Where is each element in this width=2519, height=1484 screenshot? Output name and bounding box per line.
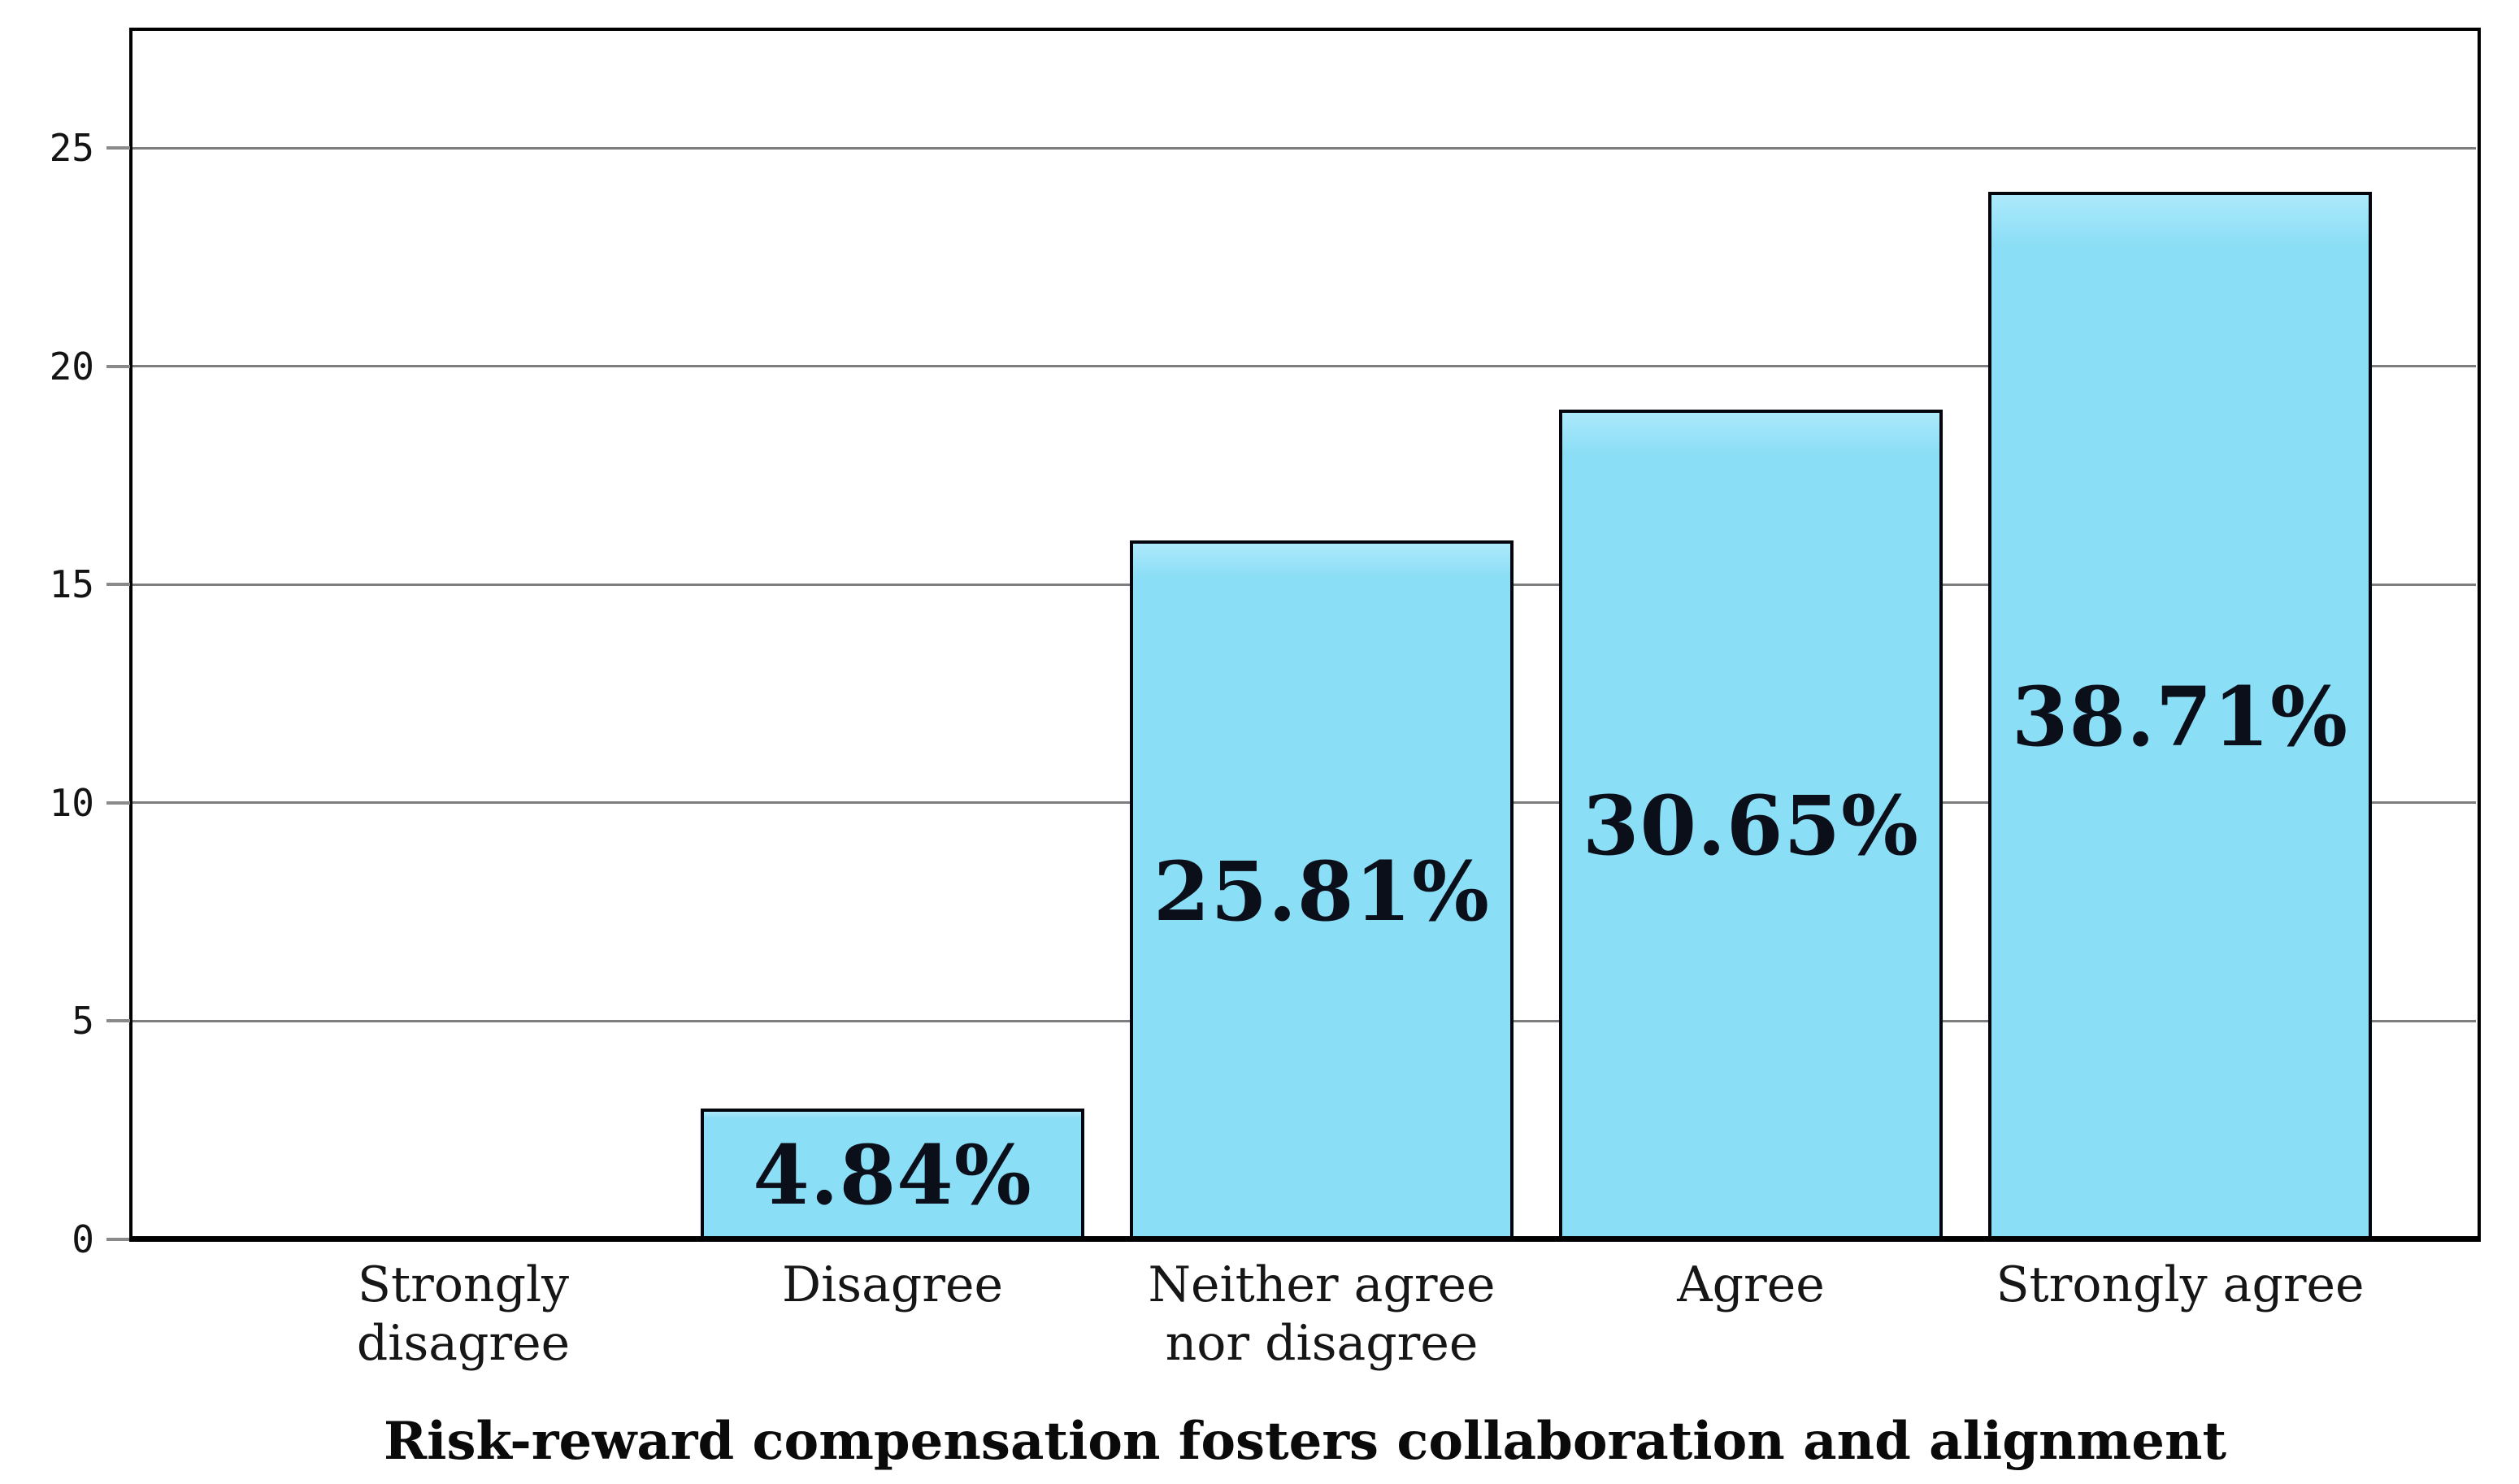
bar: 38.71% bbox=[1988, 192, 2372, 1242]
gridline bbox=[132, 146, 2476, 150]
x-tick-label: Disagree bbox=[782, 1256, 1003, 1313]
y-tick-label: 25 bbox=[49, 126, 94, 170]
bar-value-label: 30.65% bbox=[1582, 778, 1920, 874]
x-axis-line bbox=[129, 1236, 2481, 1242]
y-tick-label: 15 bbox=[49, 562, 94, 607]
y-tick-mark bbox=[106, 1238, 130, 1241]
y-tick-label: 0 bbox=[72, 1217, 94, 1261]
gridline bbox=[132, 365, 2476, 368]
plot-area bbox=[129, 28, 2481, 1236]
y-tick-mark bbox=[106, 801, 130, 805]
bar-value-label: 25.81% bbox=[1153, 843, 1491, 939]
x-tick-label: Agree bbox=[1677, 1256, 1825, 1313]
x-tick-label: Strongly agree bbox=[1996, 1256, 2365, 1313]
bar: 30.65% bbox=[1559, 410, 1943, 1242]
x-tick-label: Strongly disagree bbox=[356, 1256, 571, 1372]
y-tick-mark bbox=[106, 1019, 130, 1023]
bar-value-label: 38.71% bbox=[2011, 669, 2349, 765]
y-tick-mark bbox=[106, 364, 130, 368]
bar: 4.84% bbox=[701, 1109, 1084, 1242]
y-tick-label: 5 bbox=[72, 999, 94, 1044]
y-tick-label: 20 bbox=[49, 344, 94, 388]
chart-title: Risk-reward compensation fosters collabo… bbox=[383, 1411, 2227, 1472]
y-tick-mark bbox=[106, 583, 130, 587]
bar: 25.81% bbox=[1130, 540, 1514, 1242]
y-tick-label: 10 bbox=[49, 780, 94, 825]
y-tick-mark bbox=[106, 146, 130, 150]
bar-value-label: 4.84% bbox=[753, 1127, 1032, 1223]
x-tick-label: Neither agree nor disagree bbox=[1148, 1256, 1496, 1372]
